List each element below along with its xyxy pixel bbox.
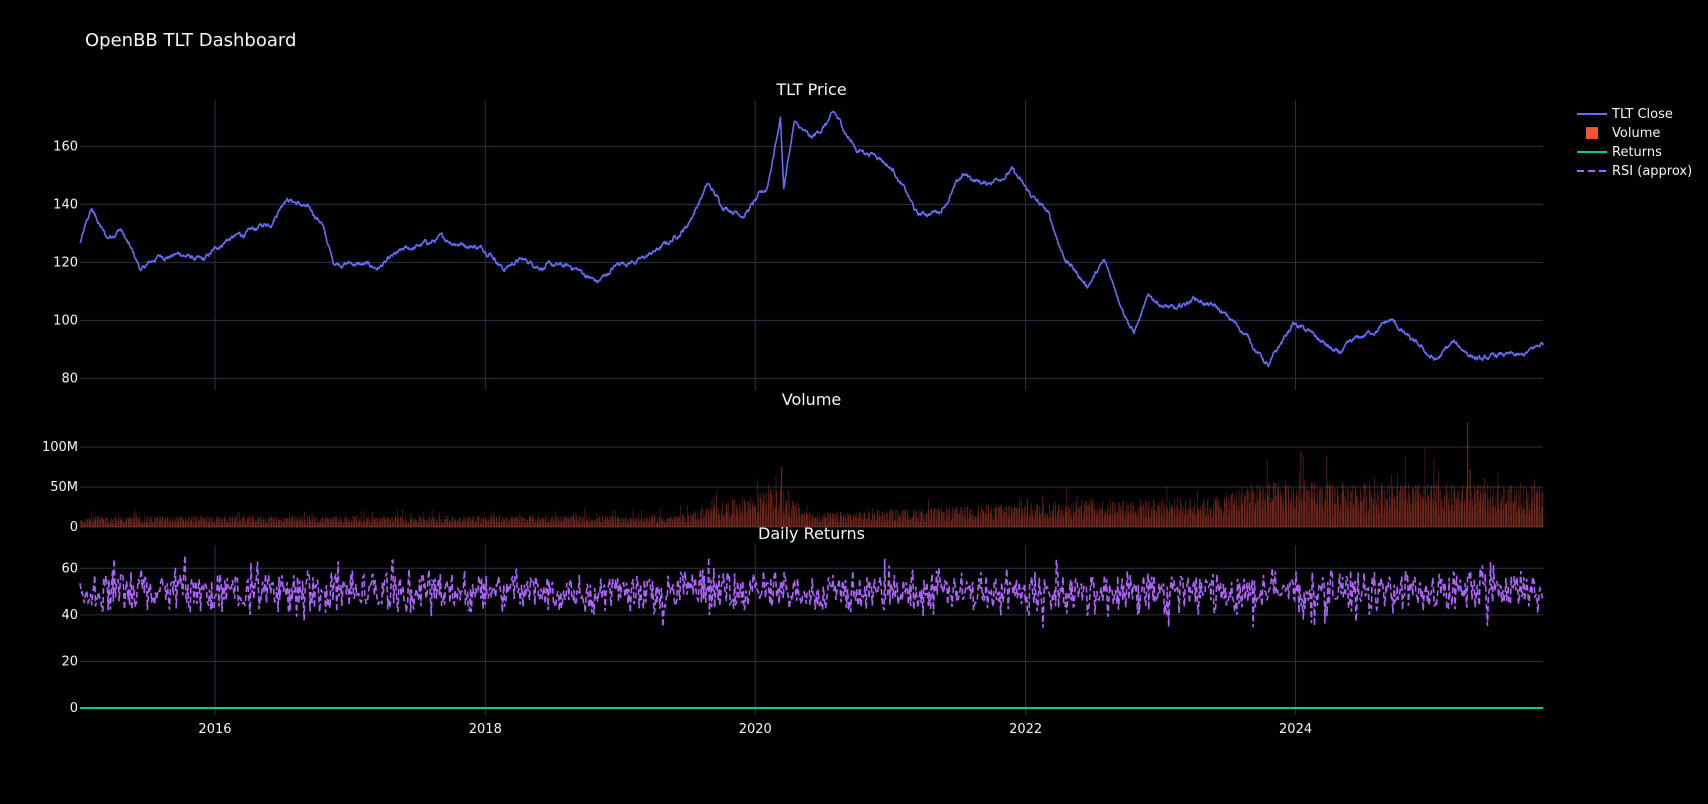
- price-y-tick-label: 80: [61, 371, 78, 386]
- legend-label: TLT Close: [1611, 107, 1673, 122]
- legend-label: RSI (approx): [1612, 164, 1692, 179]
- returns-y-tick-label: 60: [61, 561, 78, 576]
- volume-y-tick-label: 100M: [42, 440, 78, 455]
- x-tick-label: 2016: [198, 722, 231, 737]
- grid-layer: [80, 100, 1543, 715]
- x-tick-label: 2020: [739, 722, 772, 737]
- returns-y-tick-label: 20: [61, 654, 78, 669]
- price-y-tick-label: 140: [53, 197, 78, 212]
- legend-item-returns[interactable]: Returns: [1577, 145, 1662, 160]
- legend-label: Returns: [1612, 145, 1662, 160]
- legend-item-tlt-close[interactable]: TLT Close: [1577, 107, 1673, 122]
- legend-square-symbol: [1586, 127, 1598, 139]
- returns-y-tick-label: 40: [61, 608, 78, 623]
- price-y-tick-label: 100: [53, 313, 78, 328]
- volume-bars[interactable]: [79, 423, 1544, 527]
- volume-y-tick-label: 50M: [50, 480, 78, 495]
- returns-y-tick-label: 0: [70, 701, 78, 716]
- price-line[interactable]: [79, 110, 1544, 368]
- x-tick-label: 2022: [1009, 722, 1042, 737]
- volume-panel-title: Volume: [782, 390, 842, 409]
- price-y-tick-label: 160: [53, 139, 78, 154]
- price-y-tick-label: 120: [53, 255, 78, 270]
- x-tick-label: 2024: [1279, 722, 1312, 737]
- returns-panel-title: Daily Returns: [758, 524, 865, 543]
- price-panel-title: TLT Price: [775, 80, 846, 99]
- legend-item-rsi-approx[interactable]: RSI (approx): [1577, 164, 1692, 179]
- dashboard-title: OpenBB TLT Dashboard: [85, 30, 297, 51]
- rsi-line[interactable]: [79, 555, 1544, 628]
- legend-item-volume[interactable]: Volume: [1586, 126, 1660, 141]
- x-tick-label: 2018: [469, 722, 502, 737]
- volume-y-tick-label: 0: [70, 520, 78, 535]
- legend: TLT Close Volume Returns RSI (approx): [1577, 107, 1692, 179]
- legend-label: Volume: [1612, 126, 1660, 141]
